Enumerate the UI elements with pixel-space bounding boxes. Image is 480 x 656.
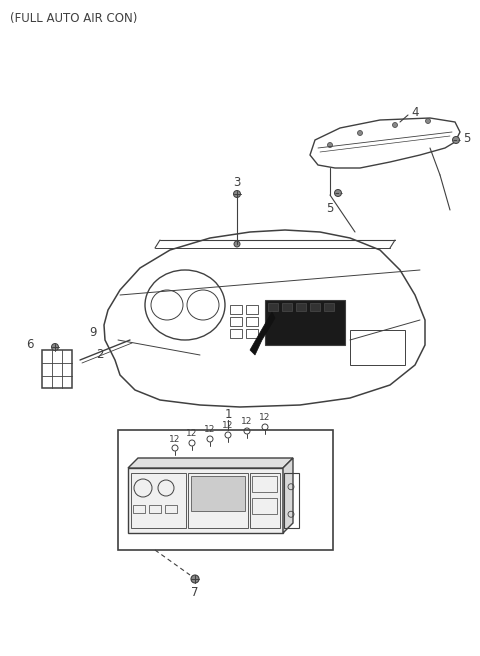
Circle shape <box>327 142 333 148</box>
Bar <box>133 505 145 513</box>
Bar <box>230 305 242 314</box>
Bar <box>42 350 72 388</box>
Bar <box>165 505 177 513</box>
Bar <box>268 303 278 311</box>
Bar <box>250 473 280 528</box>
Bar <box>284 473 299 528</box>
Text: 12: 12 <box>186 430 198 438</box>
Circle shape <box>234 241 240 247</box>
Bar <box>128 468 283 533</box>
Text: 7: 7 <box>191 586 199 598</box>
Text: 12: 12 <box>204 426 216 434</box>
Bar <box>246 317 258 326</box>
Text: 9: 9 <box>89 325 97 338</box>
Bar <box>246 329 258 338</box>
Circle shape <box>51 344 59 350</box>
Text: 12: 12 <box>222 422 234 430</box>
Text: 12: 12 <box>241 417 252 426</box>
Bar <box>265 300 345 345</box>
Circle shape <box>453 136 459 144</box>
Bar <box>252 498 277 514</box>
Text: 5: 5 <box>326 201 334 215</box>
Bar <box>324 303 334 311</box>
Polygon shape <box>250 312 275 355</box>
Text: 2: 2 <box>96 348 104 361</box>
Text: 1: 1 <box>224 409 232 422</box>
Bar <box>118 430 333 550</box>
Circle shape <box>358 131 362 136</box>
Polygon shape <box>128 458 293 468</box>
Bar <box>310 303 320 311</box>
Bar <box>230 329 242 338</box>
Bar <box>252 476 277 492</box>
Text: 5: 5 <box>463 131 471 144</box>
Circle shape <box>191 575 199 583</box>
Bar <box>296 303 306 311</box>
Circle shape <box>233 190 240 197</box>
Bar <box>131 473 186 528</box>
Text: 12: 12 <box>169 434 180 443</box>
Circle shape <box>393 123 397 127</box>
Bar <box>350 330 405 365</box>
Text: 6: 6 <box>26 338 34 352</box>
Text: (FULL AUTO AIR CON): (FULL AUTO AIR CON) <box>10 12 137 25</box>
Bar <box>191 476 245 511</box>
Bar <box>149 505 161 513</box>
Text: 3: 3 <box>233 176 240 190</box>
Text: 4: 4 <box>411 106 419 119</box>
Bar <box>230 317 242 326</box>
Text: 12: 12 <box>259 413 271 422</box>
Circle shape <box>335 190 341 197</box>
Polygon shape <box>283 458 293 533</box>
Bar <box>246 305 258 314</box>
Bar <box>282 303 292 311</box>
Bar <box>188 473 248 528</box>
Circle shape <box>425 119 431 123</box>
